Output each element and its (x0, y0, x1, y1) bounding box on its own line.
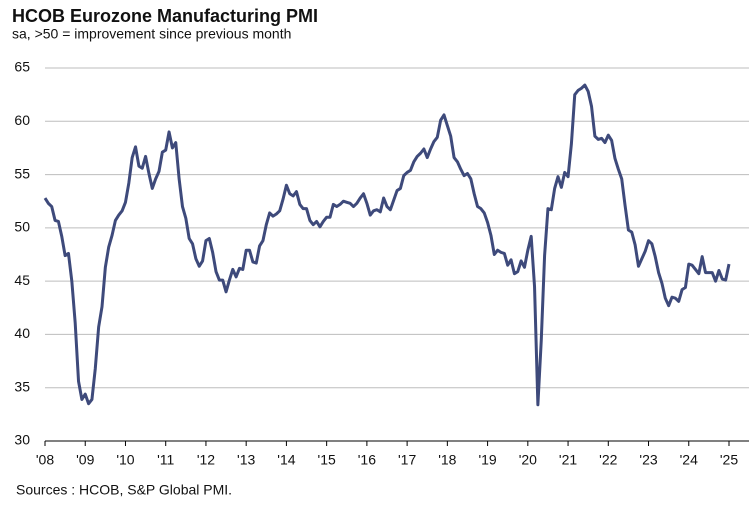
chart-title: HCOB Eurozone Manufacturing PMI (12, 6, 318, 26)
y-tick-label: 40 (14, 325, 30, 341)
x-tick-label: '25 (720, 452, 738, 468)
y-tick-label: 30 (14, 432, 30, 448)
x-tick-label: '09 (76, 452, 94, 468)
x-tick-label: '23 (639, 452, 657, 468)
x-tick-label: '08 (36, 452, 54, 468)
x-tick-label: '17 (398, 452, 416, 468)
x-tick-label: '11 (157, 452, 174, 468)
x-tick-label: '13 (237, 452, 255, 468)
y-tick-label: 60 (14, 112, 30, 128)
chart-subtitle: sa, >50 = improvement since previous mon… (12, 26, 291, 42)
x-tick-label: '24 (680, 452, 698, 468)
x-tick-label: '21 (559, 452, 577, 468)
x-tick-label: '22 (599, 452, 617, 468)
x-tick-label: '12 (197, 452, 215, 468)
y-tick-label: 45 (14, 272, 30, 288)
y-tick-label: 55 (14, 165, 30, 181)
data-line (43, 83, 731, 407)
x-tick-label: '10 (116, 452, 134, 468)
x-tick-label: '16 (358, 452, 376, 468)
x-tick-label: '19 (478, 452, 496, 468)
source-note: Sources : HCOB, S&P Global PMI. (16, 482, 232, 498)
x-tick-label: '15 (318, 452, 336, 468)
x-tick-label: '18 (438, 452, 456, 468)
y-tick-label: 65 (14, 59, 30, 75)
y-tick-label: 50 (14, 219, 30, 235)
x-tick-label: '20 (519, 452, 537, 468)
y-tick-label: 35 (14, 378, 30, 394)
x-tick-label: '14 (277, 452, 295, 468)
